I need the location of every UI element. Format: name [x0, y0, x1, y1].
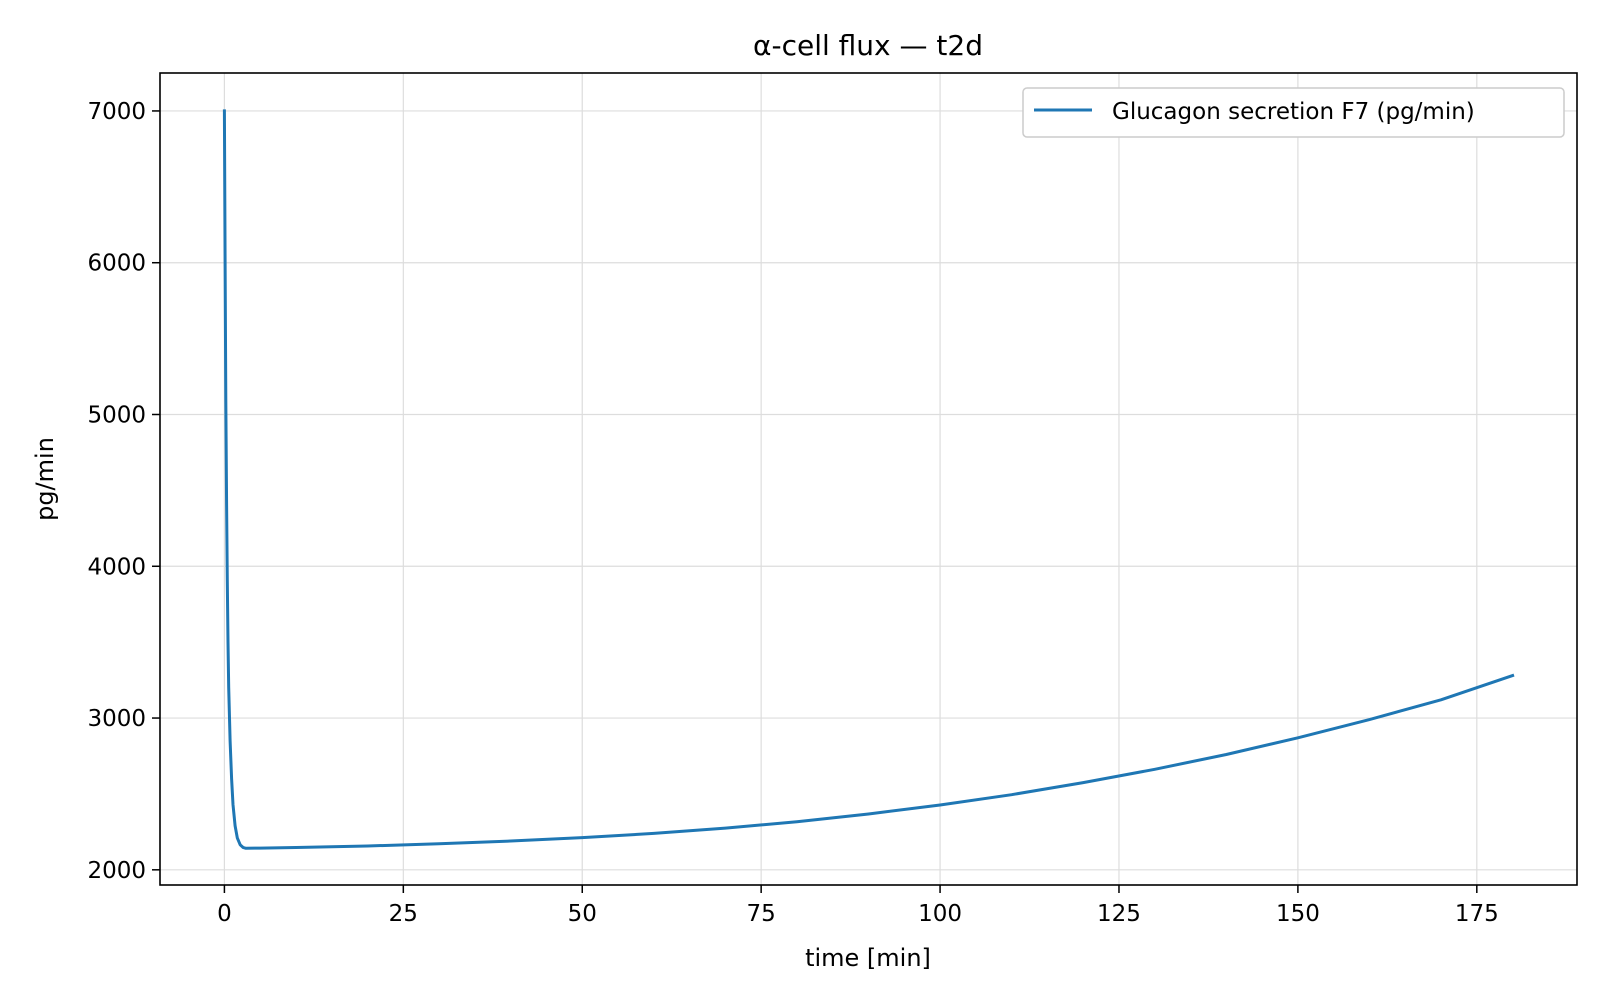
x-tick-label: 50 [568, 901, 597, 927]
x-tick-label: 150 [1276, 901, 1320, 927]
x-tick-label: 0 [217, 901, 232, 927]
legend-entry-label: Glucagon secretion F7 (pg/min) [1112, 99, 1475, 125]
x-tick-label: 75 [747, 901, 776, 927]
x-axis: 0 25 50 75 100 125 150 175 [217, 885, 1499, 927]
x-tick-label: 175 [1455, 901, 1499, 927]
chart-title: α-cell flux — t2d [753, 29, 983, 62]
y-axis: 2000 3000 4000 5000 6000 7000 [87, 99, 160, 884]
y-tick-label: 4000 [87, 554, 146, 580]
x-axis-label: time [min] [805, 944, 931, 972]
x-tick-label: 25 [389, 901, 418, 927]
legend-box [1022, 87, 1565, 138]
y-tick-label: 3000 [87, 706, 146, 732]
y-tick-label: 7000 [87, 99, 146, 125]
y-tick-label: 6000 [87, 251, 146, 277]
x-tick-label: 125 [1097, 901, 1141, 927]
axes-frame [159, 72, 1578, 886]
y-axis-label: pg/min [31, 437, 59, 521]
y-tick-label: 2000 [87, 858, 146, 884]
x-tick-label: 100 [918, 901, 962, 927]
plot-area [222, 109, 1515, 850]
legend: Glucagon secretion F7 (pg/min) [1022, 87, 1565, 138]
y-tick-label: 5000 [87, 402, 146, 428]
series-line-glucagon-secretion [222, 109, 1515, 850]
